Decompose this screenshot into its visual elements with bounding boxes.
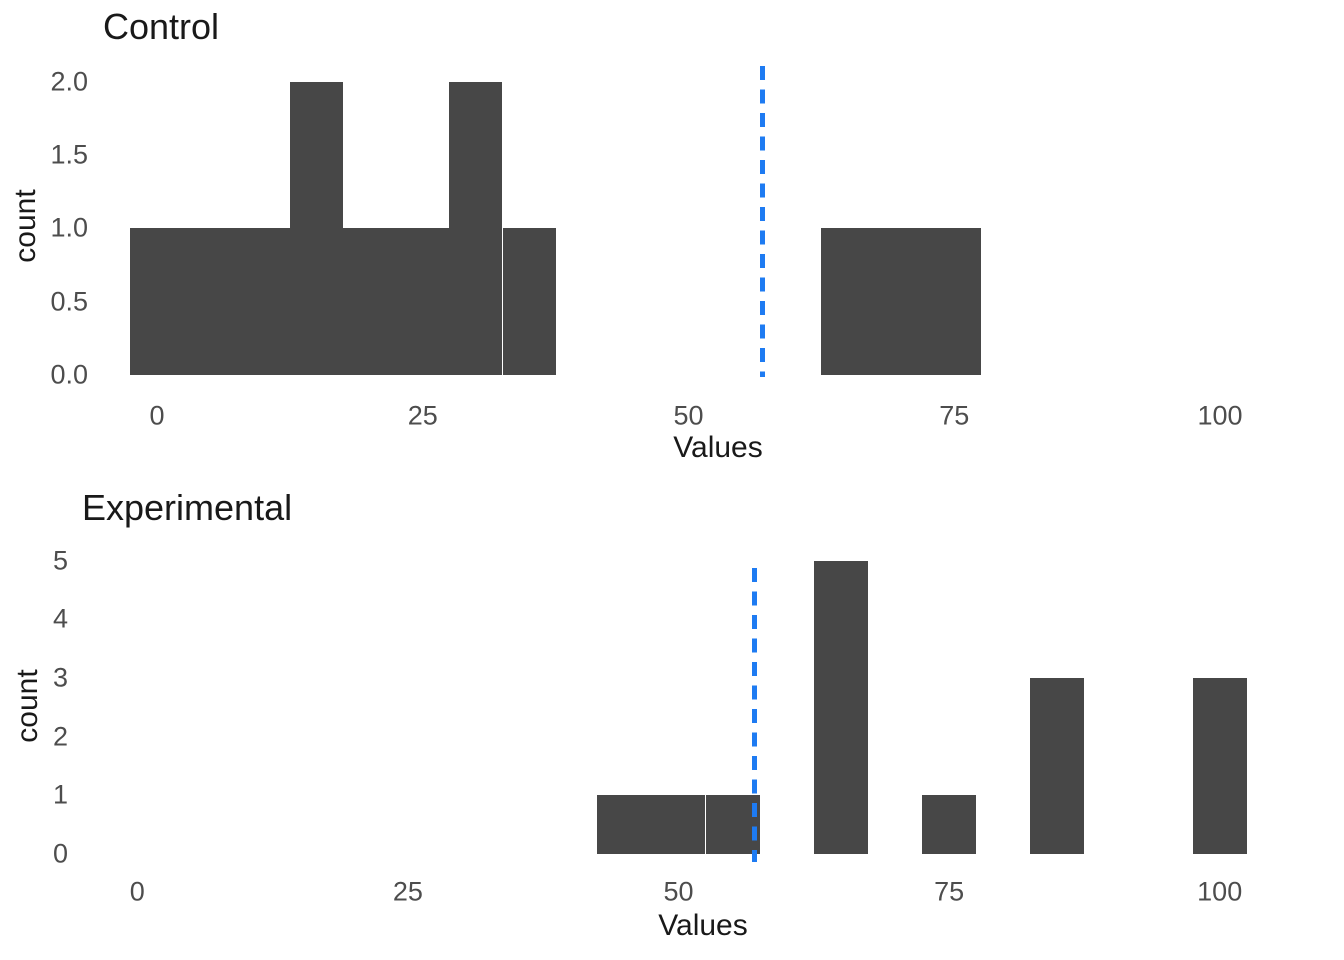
histogram-bar xyxy=(289,81,344,375)
x-axis-label-experimental: Values xyxy=(658,909,748,942)
histogram-bar xyxy=(502,228,556,375)
y-tick-label: 2.0 xyxy=(50,66,88,97)
histogram-bar xyxy=(236,228,290,375)
histogram-bar xyxy=(927,228,981,375)
histogram-bar xyxy=(396,228,450,375)
y-tick-label: 2 xyxy=(52,721,68,752)
histogram-bar xyxy=(1192,678,1247,854)
x-tick-label: 75 xyxy=(934,876,965,907)
y-tick-label: 0.0 xyxy=(50,359,88,390)
x-tick-label: 0 xyxy=(129,876,145,907)
x-tick-label: 50 xyxy=(663,876,694,907)
y-tick-label: 0 xyxy=(52,838,68,869)
histogram-bar xyxy=(821,228,875,375)
histogram-bar xyxy=(1030,678,1085,854)
x-tick-label: 25 xyxy=(392,876,423,907)
chart-title-control: Control xyxy=(103,6,220,47)
x-tick-label: 25 xyxy=(407,400,438,431)
histogram-bar xyxy=(813,560,868,854)
x-tick-label: 100 xyxy=(1197,400,1243,431)
x-axis-label-control: Values xyxy=(673,431,763,464)
y-tick-label: 4 xyxy=(52,603,68,634)
chart-title-experimental: Experimental xyxy=(82,487,293,528)
y-tick-label: 5 xyxy=(52,545,68,576)
reference-vline xyxy=(751,568,757,862)
y-tick-label: 0.5 xyxy=(50,286,88,317)
histogram-bar xyxy=(130,228,184,375)
histogram-bar xyxy=(343,228,397,375)
histogram-bar xyxy=(651,795,706,854)
y-tick-label: 1.5 xyxy=(50,139,88,170)
x-tick-label: 0 xyxy=(149,400,165,431)
x-tick-label: 50 xyxy=(673,400,704,431)
histogram-bar xyxy=(922,795,977,854)
histogram-bar xyxy=(597,795,652,854)
reference-vline xyxy=(760,66,766,377)
x-tick-label: 75 xyxy=(939,400,970,431)
histogram-bar xyxy=(705,795,760,854)
y-tick-label: 1.0 xyxy=(50,212,88,243)
histogram-bar xyxy=(874,228,928,375)
y-tick-label: 3 xyxy=(52,662,68,693)
histogram-bar xyxy=(449,81,503,375)
histogram-bar xyxy=(183,228,237,375)
y-tick-label: 1 xyxy=(52,779,68,810)
x-tick-label: 100 xyxy=(1197,876,1243,907)
